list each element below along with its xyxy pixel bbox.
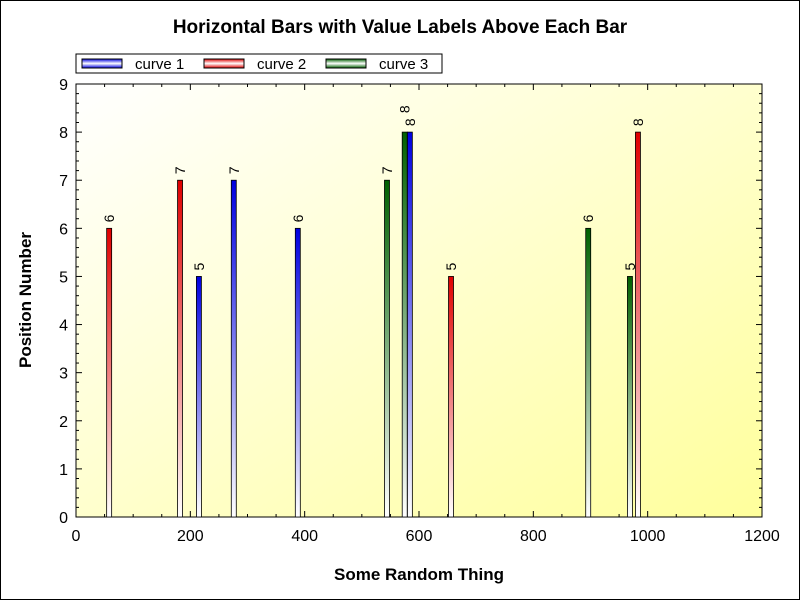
legend-label: curve 1 <box>135 56 184 73</box>
bar-curve-2 <box>177 179 183 518</box>
chart-title: Horizontal Bars with Value Labels Above … <box>173 17 628 38</box>
y-tick-label: 0 <box>59 510 68 527</box>
y-tick-label: 5 <box>59 269 68 286</box>
legend: curve 1 curve 2 curve 3 <box>75 53 443 74</box>
legend-swatch <box>203 58 245 69</box>
bar-curve-3 <box>627 276 633 518</box>
y-axis-label: Position Number <box>16 232 35 368</box>
legend-label: curve 2 <box>257 56 306 73</box>
bar-value-label: 6 <box>580 214 596 222</box>
y-tick-label: 4 <box>59 318 68 335</box>
bar-value-label: 6 <box>290 214 306 222</box>
y-tick-label: 1 <box>59 462 68 479</box>
bar-value-label: 7 <box>226 166 242 174</box>
x-tick-label: 800 <box>520 528 547 545</box>
x-axis-label: Some Random Thing <box>334 565 504 584</box>
y-tick-label: 6 <box>59 221 68 238</box>
bar-curve-1 <box>294 227 301 518</box>
plot-area <box>75 83 763 518</box>
bar-curve-3 <box>585 227 592 518</box>
bar-value-label: 7 <box>379 166 395 174</box>
legend-label: curve 3 <box>379 56 428 73</box>
x-tick-label: 1200 <box>744 528 780 545</box>
bar-curve-2 <box>106 227 113 518</box>
x-tick-label: 1000 <box>630 528 666 545</box>
bar-value-label: 8 <box>402 118 418 126</box>
x-tick-label: 400 <box>291 528 318 545</box>
legend-swatch <box>81 58 123 69</box>
y-tick-label: 3 <box>59 366 68 383</box>
bar-value-label: 7 <box>172 166 188 174</box>
bar-value-label: 6 <box>101 214 117 222</box>
bar-value-label: 8 <box>397 105 413 113</box>
x-tick-label: 600 <box>406 528 433 545</box>
bar-value-label: 5 <box>443 262 459 270</box>
bar-curve-1 <box>406 131 413 518</box>
bar-value-label: 5 <box>191 262 207 270</box>
bar-curve-3 <box>401 131 408 518</box>
bar-curve-3 <box>384 179 390 518</box>
y-tick-label: 2 <box>59 414 68 431</box>
y-tick-label: 9 <box>59 77 68 94</box>
y-tick-label: 8 <box>59 125 68 142</box>
bar-value-label: 5 <box>622 262 638 270</box>
bar-value-label: 8 <box>630 118 646 126</box>
bar-curve-1 <box>230 179 237 518</box>
legend-swatch <box>325 58 367 69</box>
bar-curve-2 <box>635 131 641 518</box>
bar-curve-1 <box>196 276 202 518</box>
bar-curve-2 <box>448 276 454 518</box>
x-tick-label: 0 <box>72 528 81 545</box>
y-tick-label: 7 <box>59 173 68 190</box>
x-tick-label: 200 <box>177 528 204 545</box>
